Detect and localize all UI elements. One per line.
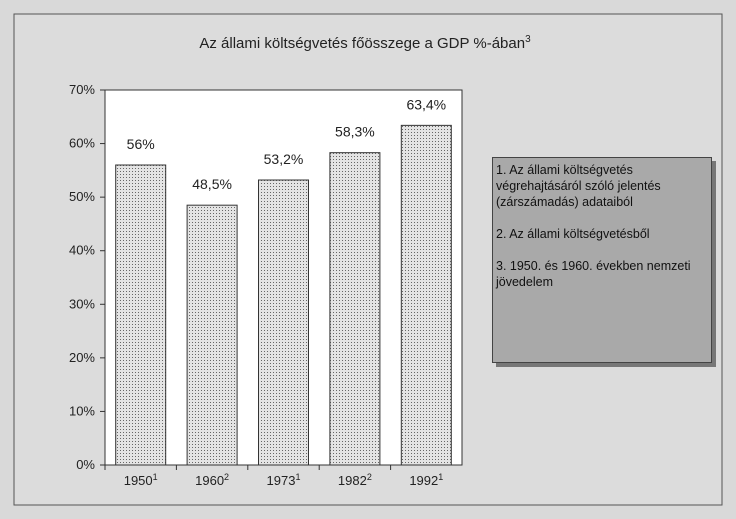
x-tick-label: 19822 <box>338 472 372 488</box>
y-tick-label: 70% <box>69 82 95 97</box>
category-note: 1 <box>438 472 443 482</box>
category-note: 1 <box>295 472 300 482</box>
bar <box>115 164 167 466</box>
value-label: 48,5% <box>192 176 232 192</box>
category: 1973 <box>267 473 296 488</box>
note: 3. 1950. és 1960. években nemzeti jövede… <box>496 259 691 289</box>
category-note: 1 <box>153 472 158 482</box>
category-note: 2 <box>224 472 229 482</box>
x-tick-label: 19602 <box>195 472 229 488</box>
title-text: Az állami költségvetés főösszege a GDP %… <box>199 35 525 52</box>
bar <box>186 204 238 466</box>
y-tick-label: 30% <box>69 296 95 311</box>
notes-box: 1. Az állami költségvetés végrehajtásáró… <box>492 157 712 363</box>
value-label: 56% <box>127 136 155 152</box>
category: 1982 <box>338 473 367 488</box>
bar <box>400 124 452 466</box>
y-tick-label: 40% <box>69 243 95 258</box>
x-tick-label: 19921 <box>409 472 443 488</box>
category: 1960 <box>195 473 224 488</box>
note: 1. Az állami költségvetés végrehajtásáró… <box>496 163 661 209</box>
bar <box>329 152 381 466</box>
y-tick-label: 60% <box>69 136 95 151</box>
chart-title: Az állami költségvetés főösszege a GDP %… <box>199 34 531 52</box>
category: 1992 <box>409 473 438 488</box>
category-note: 2 <box>367 472 372 482</box>
value-label: 53,2% <box>264 151 304 167</box>
y-tick-label: 50% <box>69 189 95 204</box>
x-tick-label: 19501 <box>124 472 158 488</box>
x-tick-label: 19731 <box>267 472 301 488</box>
note: 2. Az állami költségvetésből <box>496 227 650 241</box>
title-note: 3 <box>525 34 531 45</box>
y-tick-label: 0% <box>76 457 95 472</box>
value-label: 63,4% <box>406 96 446 112</box>
value-label: 58,3% <box>335 124 375 140</box>
bar <box>258 179 309 466</box>
y-tick-label: 20% <box>69 350 95 365</box>
category: 1950 <box>124 473 153 488</box>
y-tick-label: 10% <box>69 403 95 418</box>
